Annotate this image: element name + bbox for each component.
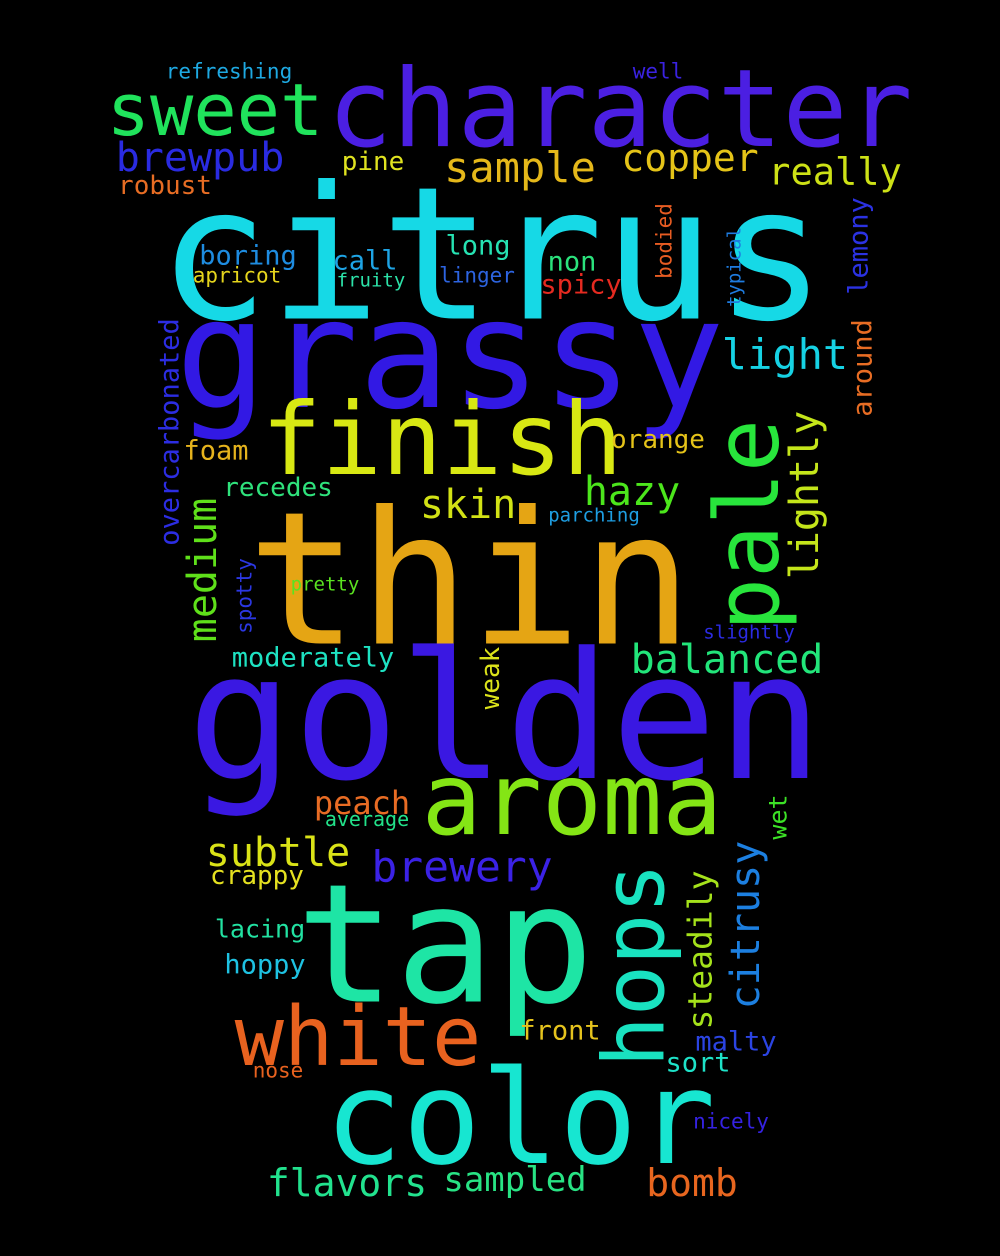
word-skin: skin xyxy=(419,482,517,528)
word-brewpub: brewpub xyxy=(115,135,285,181)
word-tap: tap xyxy=(295,848,595,1041)
word-citrus: citrus xyxy=(157,146,827,363)
word-thin: thin xyxy=(247,471,693,688)
word-call: call xyxy=(332,245,398,277)
word-spotty: spotty xyxy=(232,558,257,634)
word-fruity: fruity xyxy=(336,269,406,292)
word-recedes: recedes xyxy=(223,473,333,503)
word-light: light xyxy=(721,330,849,379)
word-pine: pine xyxy=(341,147,405,177)
word-pretty: pretty xyxy=(290,573,360,596)
word-crappy: crappy xyxy=(210,861,304,891)
word-bomb: bomb xyxy=(646,1161,738,1205)
word-bodied: bodied xyxy=(652,203,677,279)
word-finish: finish xyxy=(261,381,623,498)
word-hazy: hazy xyxy=(583,469,681,515)
word-linger: linger xyxy=(439,263,515,288)
word-around: around xyxy=(847,319,879,417)
word-balanced: balanced xyxy=(630,637,824,683)
word-nicely: nicely xyxy=(693,1109,769,1134)
word-apricot: apricot xyxy=(192,263,282,288)
word-brewery: brewery xyxy=(371,842,553,893)
word-flavors: flavors xyxy=(266,1161,428,1205)
word-boring: boring xyxy=(199,240,297,272)
word-really: really xyxy=(768,150,902,194)
word-copper: copper xyxy=(621,136,759,180)
word-nose: nose xyxy=(252,1058,304,1083)
word-spicy: spicy xyxy=(540,269,622,301)
word-hops: hops xyxy=(585,862,685,1068)
word-parching: parching xyxy=(548,504,640,527)
word-non: non xyxy=(547,246,597,278)
word-average: average xyxy=(324,807,410,831)
word-foam: foam xyxy=(183,435,249,467)
word-peach: peach xyxy=(313,784,411,822)
word-hoppy: hoppy xyxy=(224,949,306,981)
word-lightly: lightly xyxy=(782,410,828,580)
word-citrusy: citrusy xyxy=(723,840,769,1010)
word-color: color xyxy=(324,1042,716,1194)
word-long: long xyxy=(445,230,511,262)
word-overcarbonated: overcarbonated xyxy=(154,318,186,546)
word-steadily: steadily xyxy=(680,870,720,1030)
word-white: white xyxy=(234,990,482,1085)
word-character: character xyxy=(327,47,913,172)
word-golden: golden xyxy=(187,615,823,820)
word-lemony: lemony xyxy=(843,197,875,295)
word-moderately: moderately xyxy=(231,642,395,674)
word-well: well xyxy=(632,59,684,84)
word-subtle: subtle xyxy=(205,830,351,876)
word-robust: robust xyxy=(118,171,212,201)
word-sweet: sweet xyxy=(106,68,324,152)
word-sampled: sampled xyxy=(443,1160,587,1200)
word-malty: malty xyxy=(695,1026,777,1058)
word-sort: sort xyxy=(665,1047,731,1079)
word-orange: orange xyxy=(611,425,705,455)
word-aroma: aroma xyxy=(421,741,723,858)
word-grassy: grassy xyxy=(175,266,725,443)
word-lacing: lacing xyxy=(214,914,306,944)
word-pale: pale xyxy=(696,419,799,631)
word-wet: wet xyxy=(763,794,793,840)
word-front: front xyxy=(519,1015,601,1047)
word-sample: sample xyxy=(444,143,596,192)
word-medium: medium xyxy=(180,497,226,643)
word-weak: weak xyxy=(476,646,506,710)
word-typical: typical xyxy=(723,226,746,308)
word-slightly: slightly xyxy=(703,621,795,644)
word-refreshing: refreshing xyxy=(165,59,293,84)
